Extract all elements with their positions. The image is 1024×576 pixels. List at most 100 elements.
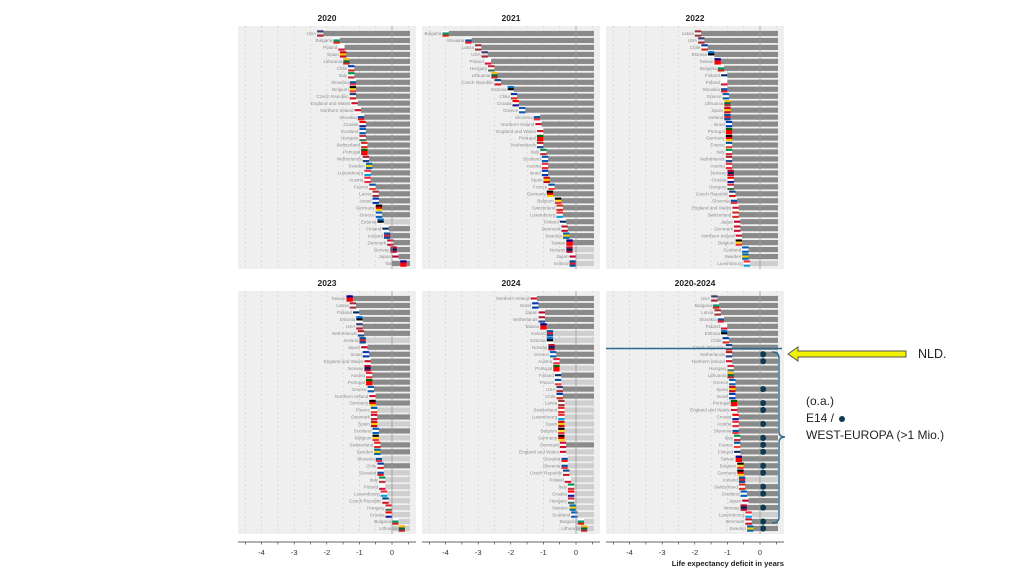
bar-england-and-wales: England and Wales [496, 127, 594, 135]
bar [364, 142, 410, 148]
bar [717, 309, 778, 316]
country-label: Luxembourg [532, 415, 558, 420]
country-label: Denmark [726, 519, 745, 524]
bar [370, 386, 410, 392]
flag-stripe [374, 445, 381, 449]
e14-marker-dot [759, 441, 767, 448]
flag-stripe [370, 413, 378, 416]
country-label: England and Wales [311, 101, 351, 106]
bar-latvia: Latvia [336, 302, 410, 309]
bar-taiwan: Taiwan [385, 260, 410, 267]
flag-stripe [724, 104, 731, 107]
country-label: Czech Republic [461, 80, 494, 85]
bar-usa: USA [471, 51, 594, 58]
bar [546, 177, 594, 183]
flag-stripe [720, 86, 728, 89]
bar-germany: Germany [538, 434, 594, 442]
bar [704, 44, 778, 51]
bar-spain: Spain [711, 106, 778, 114]
country-label: Sweden [545, 233, 562, 238]
bar-latvia: Latvia [359, 190, 410, 197]
flag-stripe [742, 246, 749, 249]
bar [733, 407, 778, 413]
country-label: Italy [716, 150, 725, 155]
flag-stripe [370, 418, 378, 421]
flag-stripe [369, 392, 376, 395]
country-label: Luxembourg [338, 171, 364, 176]
flag-stripe [367, 390, 374, 393]
bar-germany: Germany [349, 399, 410, 407]
flag-stripe [442, 34, 449, 37]
country-label: Northern Ireland [701, 233, 735, 238]
bar-france: France [540, 378, 594, 386]
flag-stripe [382, 501, 389, 504]
x-tick-label: 0 [390, 548, 394, 557]
country-label: Finland [718, 450, 734, 455]
bar [336, 37, 410, 44]
country-label: Slovakia [359, 470, 377, 475]
flag-stripe [536, 146, 544, 149]
flag-stripe [372, 438, 379, 442]
bar-bulgaria: Bulgaria [425, 30, 594, 37]
panel-title: 2020-2024 [675, 278, 716, 288]
country-label: Slovenia [357, 457, 375, 462]
flag-stripe [737, 473, 744, 476]
flag-stripe [554, 201, 562, 204]
bar [383, 491, 410, 497]
flag-stripe [512, 100, 519, 103]
bar [378, 212, 410, 218]
bar-chile: Chile [690, 44, 778, 51]
bar [724, 72, 778, 78]
country-label: Israel [717, 394, 728, 399]
flag-stripe [362, 160, 370, 163]
country-label: Czech Republic [696, 192, 729, 197]
country-label: Netherlands [700, 352, 725, 357]
bar [711, 51, 778, 57]
flag-stripe [377, 469, 384, 472]
country-label: Slovenia [543, 463, 561, 468]
bar-slovenia: Slovenia [714, 427, 778, 435]
bar-denmark: Denmark [351, 413, 410, 421]
bar-france: France [719, 441, 778, 449]
flag-stripe [382, 225, 389, 228]
country-label: Bulgaria [316, 38, 333, 43]
flag-stripe [727, 371, 734, 375]
bar [559, 212, 594, 218]
flag-stripe [366, 383, 373, 386]
flag-stripe [354, 111, 361, 114]
flag-stripe [379, 476, 386, 479]
flag-stripe [540, 148, 547, 151]
country-label: Northern Ireland [501, 122, 535, 127]
flag-stripe [725, 362, 733, 365]
flag-stripe [725, 134, 733, 137]
flag-stripe [569, 264, 576, 267]
country-label: Luxembourg [719, 512, 745, 517]
country-label: Latvia [359, 192, 372, 197]
bar-denmark: Denmark [714, 225, 778, 232]
bar-lithuania: Lithuania [561, 525, 594, 532]
flag-stripe [556, 390, 563, 393]
bar [748, 511, 778, 518]
bar [733, 198, 778, 204]
bar [352, 86, 410, 92]
flag-stripe [559, 452, 567, 456]
flag-stripe [563, 473, 570, 476]
flag-stripe [561, 462, 568, 465]
bar-luxembourg: Luxembourg [354, 490, 410, 497]
country-label: Bulgaria [425, 31, 442, 36]
bar [375, 198, 410, 204]
bar-taiwan: Taiwan [720, 455, 778, 462]
flag-stripe [729, 390, 736, 393]
bar-croatia: Croatia [552, 490, 594, 497]
bar [387, 233, 410, 239]
flag-stripe [377, 473, 384, 476]
country-label: Switzerland [714, 484, 738, 489]
flag-stripe [732, 215, 739, 218]
flag-stripe [382, 497, 389, 500]
arrow-icon [787, 346, 907, 362]
bar-netherlands: Netherlands [337, 155, 410, 163]
bar-austria: Austria [527, 162, 594, 170]
flag-stripe [385, 508, 392, 511]
country-label: Switzerland [533, 408, 557, 413]
bar [746, 260, 778, 267]
